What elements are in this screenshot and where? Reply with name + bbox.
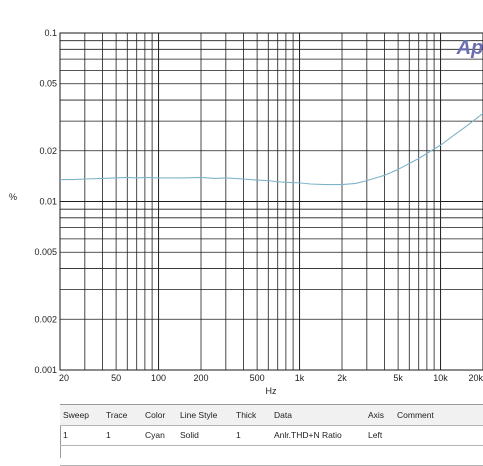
legend-header-thick: Thick: [236, 410, 257, 420]
data-series: [60, 113, 483, 186]
legend-header-trace: Trace: [106, 410, 128, 420]
legend-header-comment: Comment: [397, 410, 434, 420]
x-tick-label: 20k: [468, 373, 483, 383]
y-tick-label: 0.005: [34, 247, 57, 257]
ap-logo: Ap: [456, 37, 483, 59]
legend-header-color: Color: [145, 410, 166, 420]
y-tick-label: 0.02: [39, 146, 57, 156]
legend-cell-color: Cyan: [145, 430, 165, 440]
legend-header-row: Sweep Trace Color Line Style Thick Data …: [60, 405, 483, 426]
y-tick-label: 0.002: [34, 314, 57, 324]
x-tick-label: 2k: [337, 373, 347, 383]
legend-header-sweep: Sweep: [63, 410, 89, 420]
legend-cell-axis: Left: [368, 430, 383, 440]
legend-header-axis: Axis: [368, 410, 385, 420]
x-tick-label: 5k: [393, 373, 403, 383]
legend-cell-trace: 1: [106, 430, 111, 440]
y-tick-label: 0.001: [34, 365, 57, 375]
x-tick-label: 50: [111, 373, 121, 383]
x-tick-labels: 20 50 100 200 500 1k 2k 5k 10k 20k: [59, 373, 483, 383]
legend-cell-line-style: Solid: [180, 430, 199, 440]
plot-frame: [59, 32, 483, 371]
legend-row[interactable]: 1 1 Cyan Solid 1 Anlr.THD+N Ratio Left: [60, 426, 483, 446]
x-tick-label: 200: [193, 373, 208, 383]
legend-header-line-style: Line Style: [180, 410, 218, 420]
y-tick-label: 0.05: [39, 79, 57, 89]
y-tick-label: 0.1: [44, 28, 57, 38]
legend-header-data: Data: [274, 410, 292, 420]
y-tick-labels: 0.1 0.05 0.02 0.01 0.005 0.002 0.001: [34, 28, 57, 375]
legend-cell-sweep: 1: [63, 430, 68, 440]
trace-legend-table: Sweep Trace Color Line Style Thick Data …: [60, 404, 483, 466]
x-axis-label: Hz: [266, 386, 277, 396]
x-tick-label: 100: [151, 373, 166, 383]
y-tick-label: 0.01: [39, 197, 57, 207]
legend-cell-thick: 1: [236, 430, 241, 440]
x-tick-label: 500: [250, 373, 265, 383]
x-tick-label: 10k: [433, 373, 448, 383]
legend-left-border: [60, 405, 61, 458]
legend-empty-row: [60, 446, 483, 466]
major-grid: [60, 33, 483, 370]
thd-n-ratio-line: [60, 113, 483, 186]
x-tick-label: 20: [59, 373, 69, 383]
y-axis-label: %: [9, 192, 17, 202]
ap-logo-text: Ap: [456, 37, 483, 59]
legend-cell-data: Anlr.THD+N Ratio: [274, 430, 342, 440]
x-tick-label: 1k: [295, 373, 305, 383]
